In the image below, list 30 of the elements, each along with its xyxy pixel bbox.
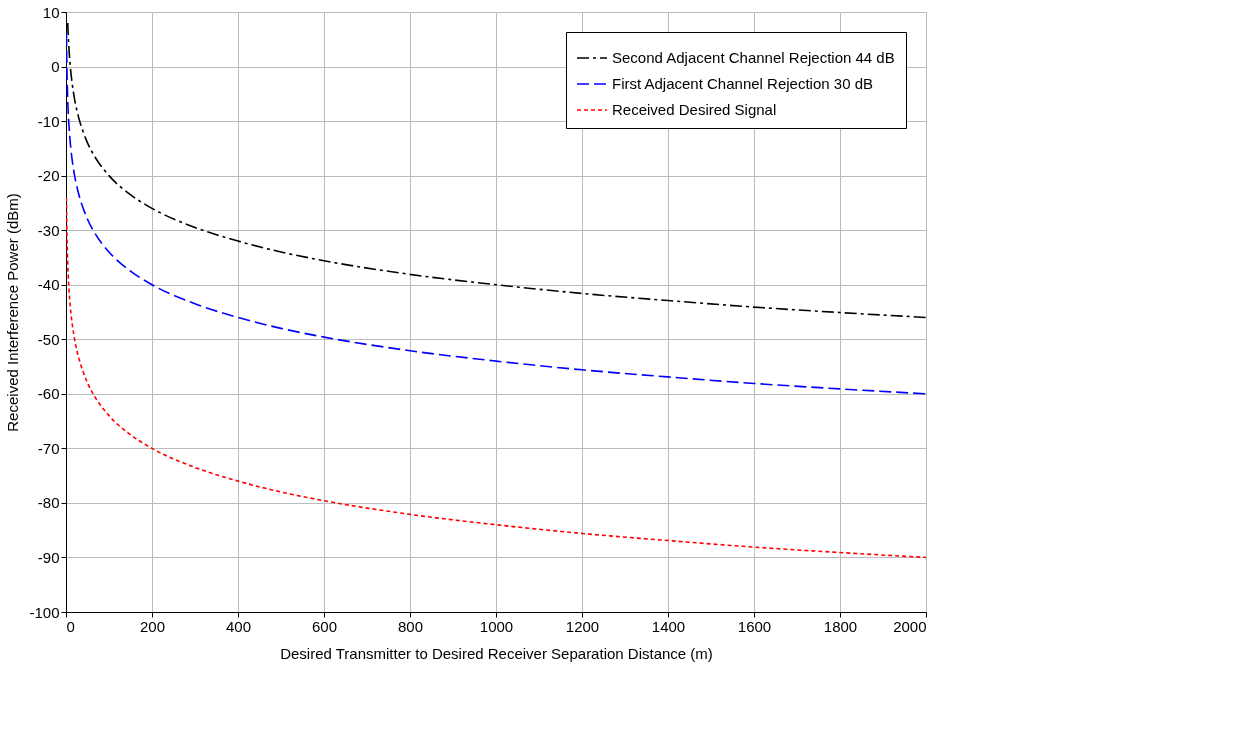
y-tick-label: -100 <box>29 603 60 621</box>
y-tick-label: 0 <box>51 58 60 76</box>
y-tick-label: -30 <box>37 221 60 239</box>
x-tick-label: 1400 <box>651 617 686 635</box>
legend-label: First Adjacent Channel Rejection 30 dB <box>612 75 873 92</box>
x-tick-label: 1600 <box>737 617 772 635</box>
y-tick-label: -20 <box>37 167 60 185</box>
y-tick-label: -90 <box>37 548 60 566</box>
y-tick-label: -40 <box>37 276 60 294</box>
y-tick-label: -60 <box>37 385 60 403</box>
line-series <box>66 33 926 395</box>
y-tick-label: 10 <box>42 3 60 21</box>
x-axis-title: Desired Transmitter to Desired Receiver Separation Distance (m) <box>280 644 713 662</box>
x-tick-label: 1200 <box>565 617 600 635</box>
y-tick-label: -80 <box>37 494 60 512</box>
x-tick-label: 1000 <box>479 617 514 635</box>
line-series <box>66 196 926 559</box>
y-axis-title: Received Interference Power (dBm) <box>4 193 22 432</box>
x-tick-label: 600 <box>311 617 338 635</box>
x-tick-label: 400 <box>225 617 252 635</box>
y-tick-label: -10 <box>37 112 60 130</box>
x-tick-label: 0 <box>66 617 75 635</box>
x-tick-label: 800 <box>397 617 424 635</box>
x-tick-label: 200 <box>139 617 166 635</box>
x-tick-label: 2000 <box>893 617 927 635</box>
y-tick-label: -50 <box>37 330 60 348</box>
x-tick-label: 1800 <box>823 617 858 635</box>
legend-label: Second Adjacent Channel Rejection 44 dB <box>612 49 895 66</box>
y-tick-label: -70 <box>37 439 60 457</box>
legend-label: Received Desired Signal <box>612 101 777 118</box>
